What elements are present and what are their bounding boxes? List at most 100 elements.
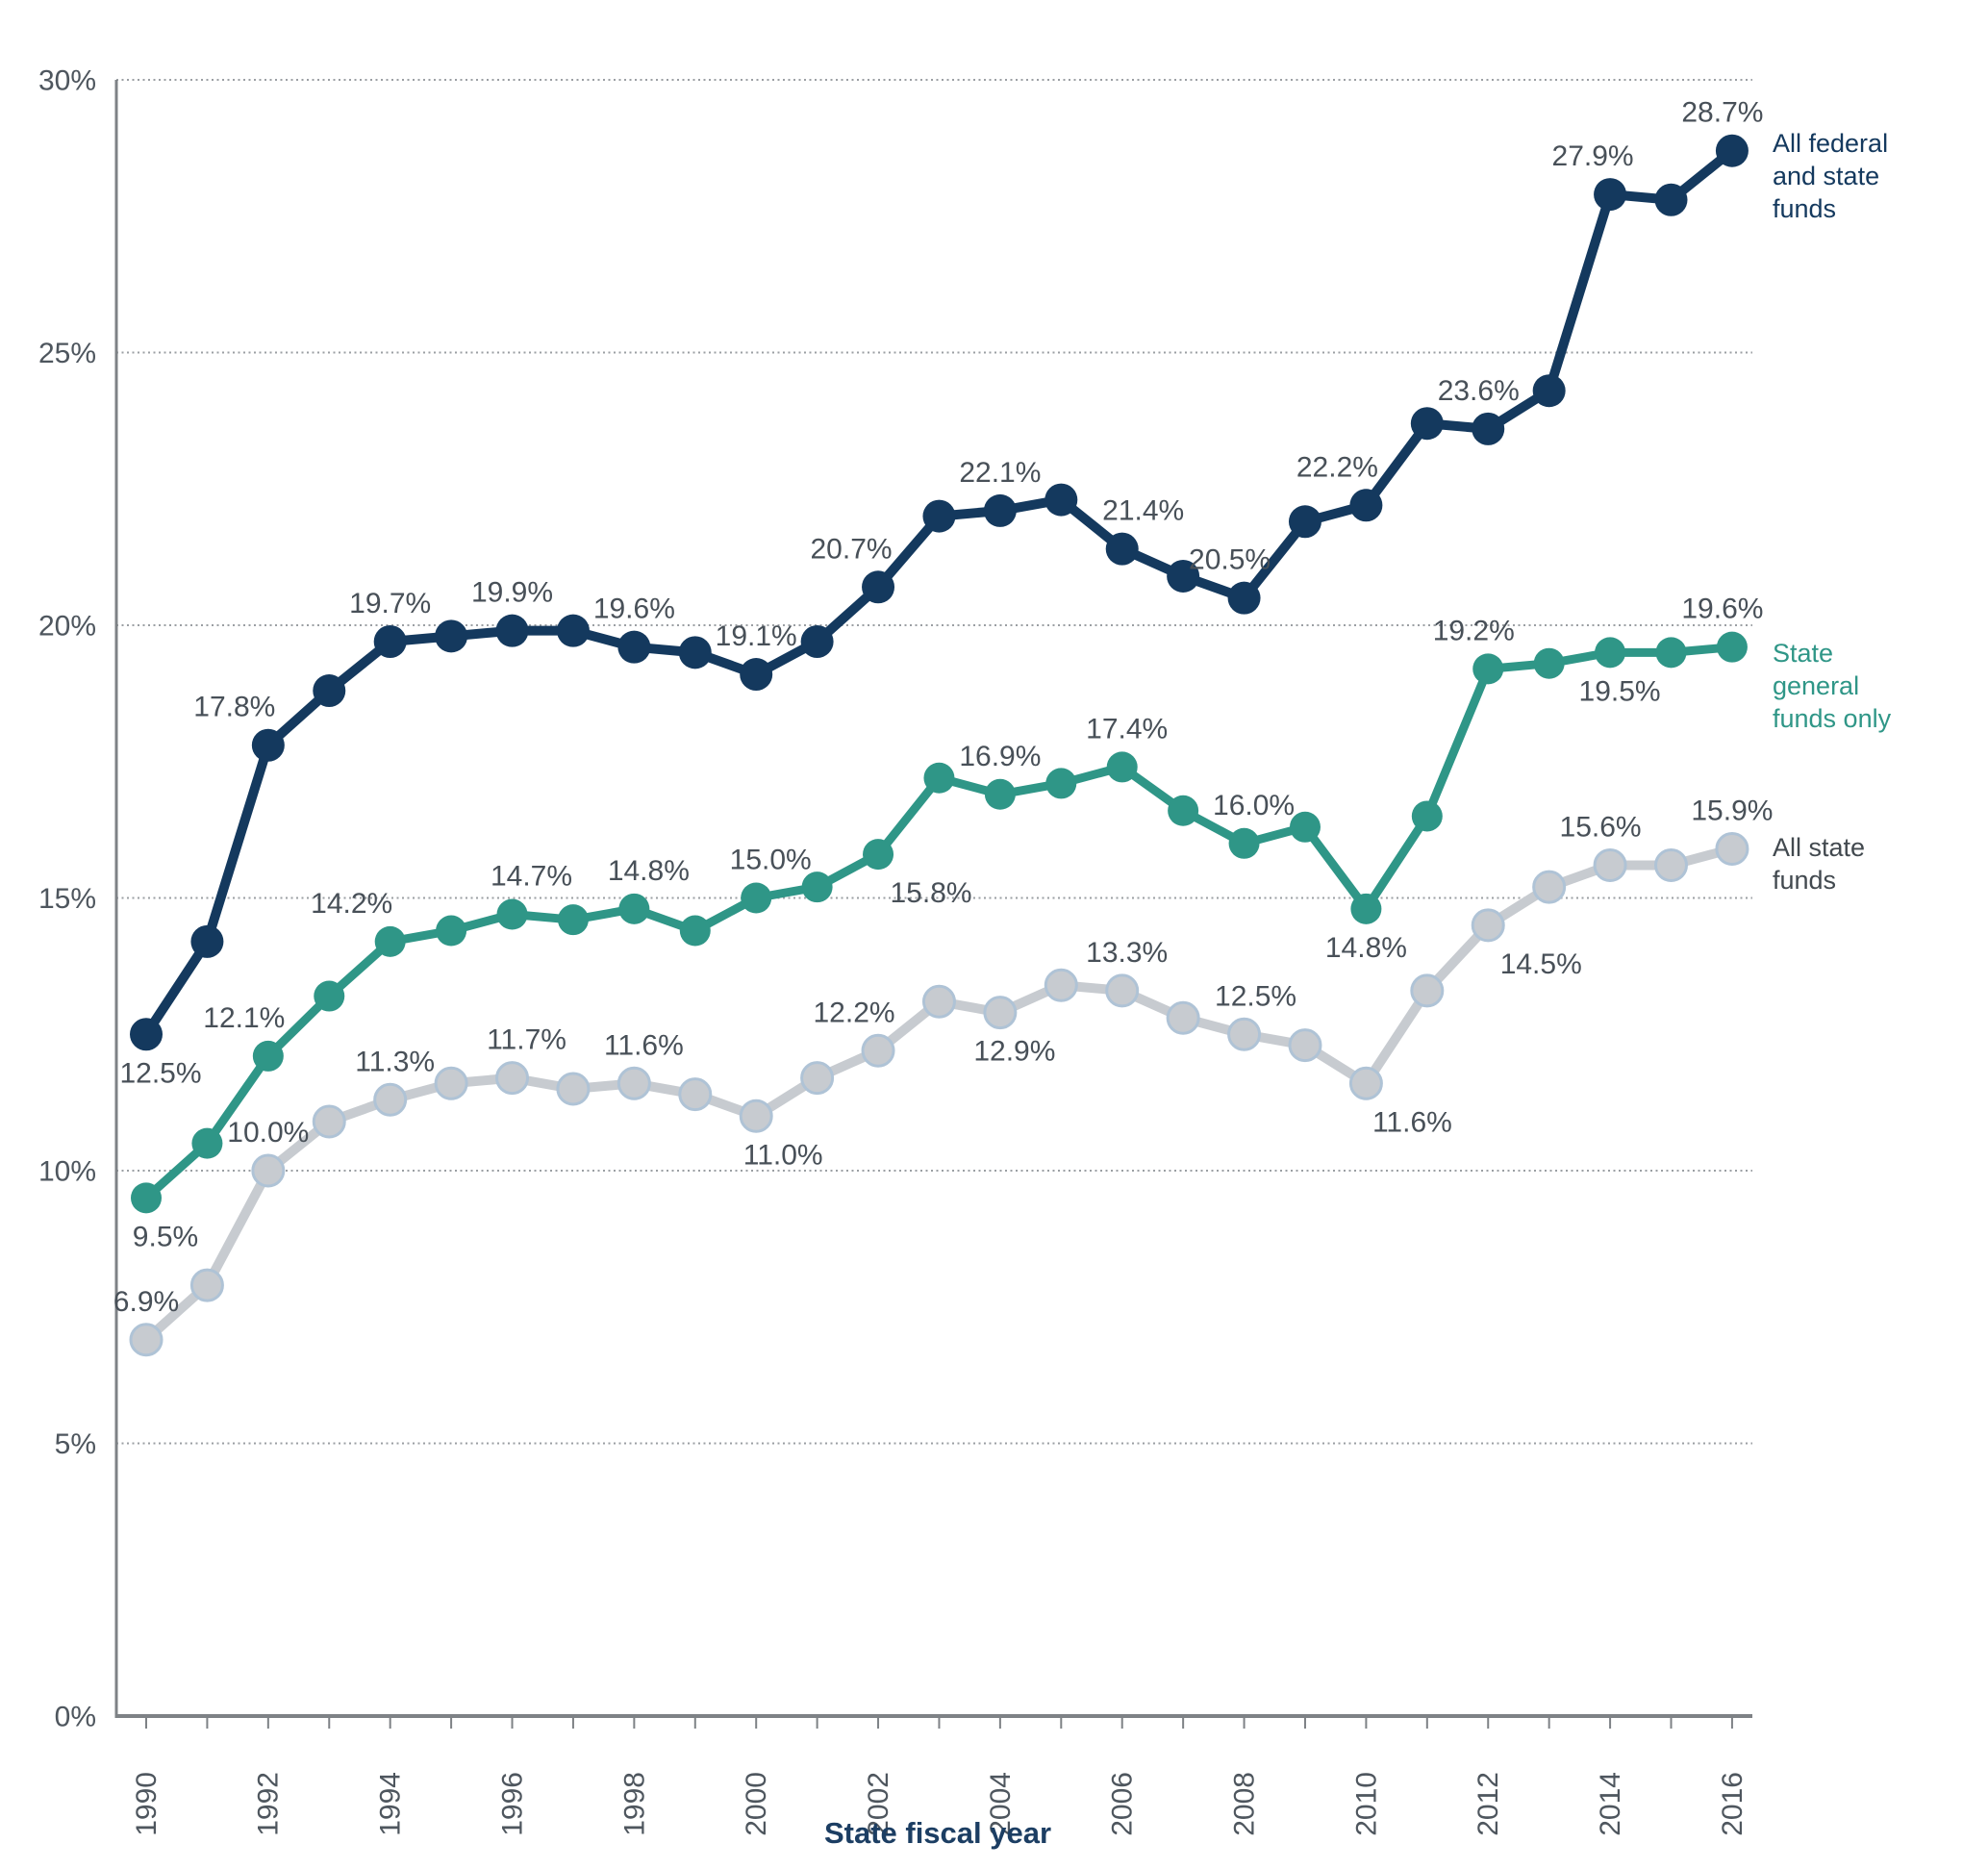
data-point — [312, 1104, 346, 1139]
data-point — [1593, 847, 1627, 882]
data-point — [131, 1182, 162, 1214]
data-point-label: 19.9% — [471, 577, 553, 609]
data-point-label: 17.4% — [1086, 713, 1168, 745]
data-point — [1715, 134, 1749, 167]
data-point — [495, 614, 529, 647]
data-point — [1045, 768, 1077, 799]
series-name-labels: All federal and state funds State general fun… — [1773, 129, 1892, 895]
data-point — [1411, 800, 1443, 832]
series-lines — [129, 134, 1749, 1357]
data-point — [1532, 374, 1566, 408]
data-point — [1348, 1066, 1383, 1100]
x-tick-label: 1994 — [375, 1772, 407, 1836]
data-point — [1044, 968, 1078, 1002]
data-point — [1532, 870, 1567, 904]
x-tick-label: 1990 — [131, 1772, 163, 1836]
y-tick-label: 0% — [55, 1702, 96, 1733]
data-point — [373, 1082, 408, 1117]
data-point — [1654, 183, 1688, 216]
data-point-label: 16.0% — [1213, 790, 1295, 821]
data-point — [861, 1033, 895, 1068]
series-name-label: All federal and state funds — [1773, 129, 1888, 223]
data-point — [1533, 647, 1565, 679]
data-point — [921, 984, 956, 1019]
x-tick-label: 2016 — [1717, 1772, 1749, 1836]
data-point — [801, 871, 833, 903]
data-point-label: 10.0% — [227, 1117, 309, 1149]
y-tick-label: 30% — [38, 65, 96, 97]
data-point-label: 14.8% — [608, 855, 690, 887]
y-tick-label: 10% — [38, 1156, 96, 1188]
data-point — [617, 630, 651, 664]
data-point — [863, 839, 894, 871]
data-point-label: 23.6% — [1438, 375, 1520, 407]
data-point-label: 19.6% — [593, 594, 675, 625]
series-state-general-funds-only — [131, 631, 1748, 1214]
data-point — [983, 996, 1018, 1030]
y-tick-label: 5% — [55, 1428, 96, 1460]
data-point — [1168, 795, 1199, 826]
data-point — [435, 619, 468, 653]
data-point-label: 19.5% — [1579, 675, 1661, 707]
data-point — [617, 1066, 651, 1100]
data-point — [1288, 505, 1321, 539]
data-point-label: 20.5% — [1189, 544, 1271, 576]
data-point-label: 21.4% — [1102, 495, 1184, 527]
series-name-label: State general funds only — [1773, 639, 1892, 733]
data-point — [374, 925, 406, 957]
data-point-label: 6.9% — [113, 1286, 179, 1318]
data-point-label: 19.7% — [349, 588, 431, 619]
x-tick-label: 2000 — [741, 1772, 772, 1836]
data-point — [129, 1323, 164, 1357]
data-point-label: 27.9% — [1552, 140, 1634, 172]
data-point — [1288, 1028, 1322, 1063]
data-point-label: 22.1% — [959, 457, 1041, 489]
data-point-label: 15.0% — [730, 845, 812, 876]
axes — [114, 80, 1752, 1729]
x-tick-label: 1996 — [496, 1772, 528, 1836]
data-point — [252, 1040, 284, 1072]
series-all-state-funds — [129, 831, 1749, 1357]
data-point — [1350, 893, 1382, 924]
x-tick-label: 2010 — [1350, 1772, 1382, 1836]
y-tick-label: 15% — [38, 883, 96, 915]
data-point-label: 16.9% — [959, 741, 1041, 772]
x-tick-label: 1998 — [618, 1772, 650, 1836]
data-point — [800, 625, 834, 659]
data-point — [1166, 1000, 1200, 1035]
data-point-label: 12.5% — [119, 1057, 201, 1089]
data-point — [1410, 973, 1445, 1008]
x-tick-label: 2006 — [1107, 1772, 1139, 1836]
data-point — [496, 898, 528, 930]
data-point-label: 14.7% — [491, 861, 572, 893]
data-point-labels: 12.5% 17.8% 19.7% 19.9% 19.6% 19.1% 20.7% 22.1%… — [113, 97, 1774, 1318]
series-name-line: general — [1773, 671, 1859, 700]
data-point-label: 11.3% — [355, 1046, 435, 1077]
series-name-line: and state — [1773, 162, 1879, 190]
data-point — [1410, 407, 1444, 441]
data-point-label: 11.6% — [604, 1029, 684, 1061]
data-point-label: 12.2% — [814, 997, 895, 1028]
data-point-label: 19.6% — [1681, 594, 1763, 625]
data-point — [1227, 1017, 1262, 1051]
data-point — [1228, 827, 1260, 859]
series-name-line: All state — [1773, 833, 1865, 862]
data-point — [373, 625, 407, 659]
data-point — [434, 1066, 468, 1100]
data-point — [1472, 412, 1505, 445]
data-point — [740, 658, 773, 692]
data-point — [922, 499, 956, 533]
data-point-label: 12.1% — [203, 1002, 285, 1034]
data-point-label: 11.7% — [487, 1024, 566, 1056]
data-point — [1105, 532, 1139, 566]
data-point — [1471, 908, 1505, 943]
data-point — [1595, 637, 1626, 669]
data-point-label: 22.2% — [1296, 451, 1378, 483]
data-point — [1289, 811, 1321, 843]
data-point — [983, 493, 1017, 527]
data-point — [678, 636, 712, 669]
data-point — [800, 1061, 835, 1096]
data-point — [618, 893, 650, 924]
x-axis-title: State fiscal year — [824, 1816, 1051, 1850]
data-point-label: 14.2% — [311, 888, 392, 920]
